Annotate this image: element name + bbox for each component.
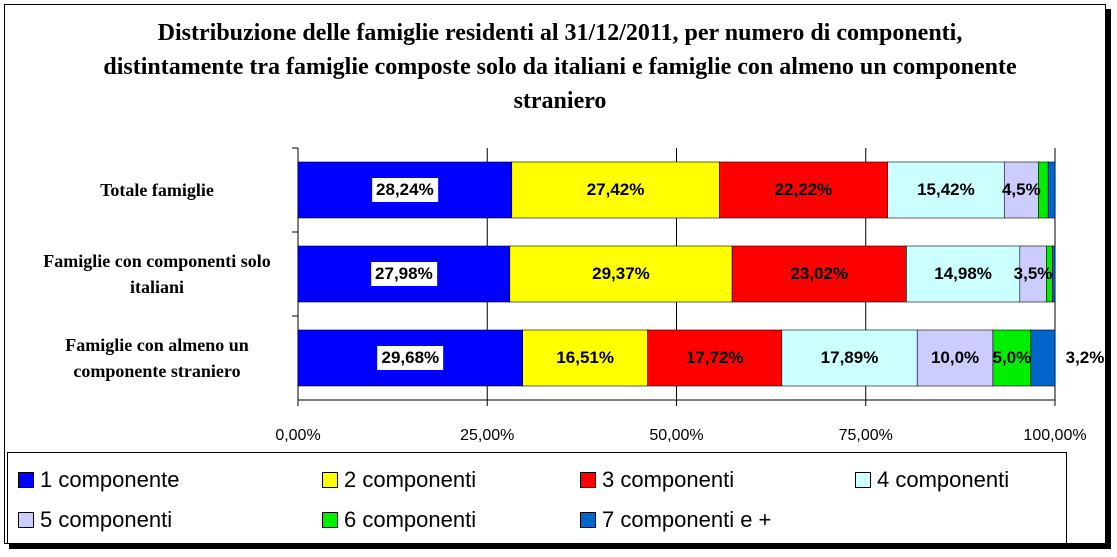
legend-label: 1 componente bbox=[40, 467, 180, 492]
bar-segment bbox=[522, 329, 648, 387]
data-label: 16,51% bbox=[556, 348, 614, 367]
x-tick-label: 25,00% bbox=[460, 427, 515, 444]
data-label: 4,5% bbox=[1001, 180, 1041, 199]
legend-label: 2 componenti bbox=[344, 467, 477, 492]
data-label: 15,42% bbox=[917, 180, 975, 199]
data-label: 28,24% bbox=[372, 178, 438, 202]
data-label: 17,72% bbox=[685, 348, 744, 367]
legend-label: 5 componenti bbox=[40, 507, 173, 532]
legend-swatch bbox=[322, 512, 338, 528]
legend-item: 1 componente bbox=[18, 467, 179, 493]
bar-segment bbox=[647, 329, 783, 387]
legend-swatch bbox=[855, 472, 871, 488]
data-label: 10,0% bbox=[930, 348, 980, 367]
data-label: 3,2% bbox=[1065, 348, 1105, 367]
bar-segment bbox=[906, 245, 1021, 303]
x-tick-label: 0,00% bbox=[275, 427, 321, 444]
bar-segment bbox=[1047, 161, 1056, 219]
data-label: 22,22% bbox=[774, 180, 833, 199]
data-label: 27,42% bbox=[586, 180, 645, 199]
x-tick-label: 75,00% bbox=[838, 427, 893, 444]
legend-item: 4 componenti bbox=[855, 467, 1009, 493]
legend-label: 4 componenti bbox=[877, 467, 1010, 492]
legend-label: 6 componenti bbox=[344, 507, 477, 532]
bar-segment bbox=[1052, 245, 1056, 303]
bar-segment bbox=[992, 329, 1032, 387]
bar-segment bbox=[719, 161, 888, 219]
legend-item: 7 componenti e + bbox=[580, 507, 771, 533]
data-label: 29,37% bbox=[592, 264, 650, 283]
legend-item: 3 componenti bbox=[580, 467, 734, 493]
data-label: 23,02% bbox=[790, 264, 849, 283]
bar-segment bbox=[1030, 329, 1056, 387]
legend-item: 2 componenti bbox=[322, 467, 476, 493]
legend-swatch bbox=[580, 472, 596, 488]
legend-item: 6 componenti bbox=[322, 507, 476, 533]
legend-label: 7 componenti e + bbox=[602, 507, 772, 532]
bar-segment bbox=[1003, 161, 1039, 219]
bar-segment bbox=[511, 161, 720, 219]
chart-title: Distribuzione delle famiglie residenti a… bbox=[103, 20, 1017, 114]
bar-segment bbox=[1019, 245, 1047, 303]
category-label: Famiglie con almeno un componente strani… bbox=[65, 335, 249, 381]
category-label: Famiglie con componenti solo italiani bbox=[43, 251, 271, 297]
legend: 1 componente 2 componenti 3 componenti 4 co… bbox=[7, 452, 1067, 544]
data-label: 17,89% bbox=[820, 348, 879, 367]
category-label: Totale famiglie bbox=[100, 180, 214, 200]
x-tick-label: 100,00% bbox=[1023, 427, 1087, 444]
data-label: 14,98% bbox=[934, 264, 992, 283]
bar-segment bbox=[731, 245, 907, 303]
legend-item: 5 componenti bbox=[18, 507, 172, 533]
bar-segment bbox=[916, 329, 994, 387]
legend-swatch bbox=[322, 472, 338, 488]
data-label: 29,68% bbox=[377, 346, 444, 370]
bar-segment bbox=[509, 245, 733, 303]
x-tick-label: 50,00% bbox=[649, 427, 704, 444]
data-label: 5,0% bbox=[992, 348, 1032, 367]
legend-swatch bbox=[580, 512, 596, 528]
data-label: 27,98% bbox=[371, 262, 437, 286]
legend-swatch bbox=[18, 512, 34, 528]
legend-swatch bbox=[18, 472, 34, 488]
data-label: 3,5% bbox=[1013, 264, 1053, 283]
legend-label: 3 componenti bbox=[602, 467, 735, 492]
